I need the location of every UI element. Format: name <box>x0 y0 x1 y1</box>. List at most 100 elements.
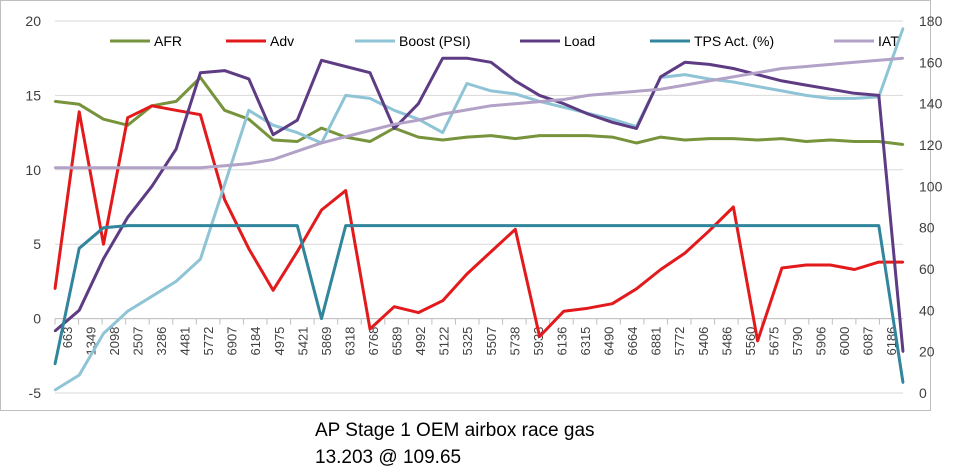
right-axis: 0 20 40 60 80 100 120 140 160 180 <box>919 13 943 401</box>
data-point <box>296 224 299 227</box>
data-point <box>489 89 493 93</box>
x-tick-label: 5675 <box>766 327 781 356</box>
data-point <box>683 61 687 64</box>
data-point <box>465 82 469 85</box>
data-point <box>635 90 638 93</box>
data-point <box>804 83 808 87</box>
x-tick-label: 5869 <box>319 327 334 356</box>
data-point <box>780 137 784 140</box>
data-point <box>804 263 808 267</box>
x-tick-label: 5122 <box>437 327 452 356</box>
data-point <box>53 166 57 169</box>
data-point <box>514 224 517 227</box>
data-point <box>611 224 614 227</box>
data-point <box>78 373 81 377</box>
data-point <box>635 141 638 145</box>
data-point <box>829 88 832 91</box>
data-point <box>174 100 178 103</box>
data-point <box>344 224 347 227</box>
y-tick-label: 20 <box>25 13 41 29</box>
data-point <box>489 134 493 137</box>
data-point <box>708 63 711 66</box>
x-tick-label: 6318 <box>342 327 357 356</box>
data-point <box>320 317 323 320</box>
data-point <box>853 97 856 100</box>
data-point <box>344 135 347 138</box>
y2-tick-label: 180 <box>919 13 943 29</box>
data-point <box>344 65 347 68</box>
data-point <box>611 118 614 121</box>
data-point <box>247 247 250 250</box>
data-point <box>877 140 880 143</box>
x-tick-label: 4481 <box>178 327 193 356</box>
data-point <box>320 208 323 212</box>
data-point <box>296 140 299 143</box>
series-line-adv <box>53 104 903 343</box>
data-point <box>368 71 372 74</box>
data-point <box>514 79 517 83</box>
data-point <box>102 226 105 229</box>
data-point <box>126 216 129 219</box>
left-axis: -5 0 5 10 15 20 <box>25 13 41 401</box>
data-point <box>853 92 856 95</box>
y2-tick-label: 140 <box>919 96 943 112</box>
data-point <box>417 102 420 105</box>
data-point <box>804 140 808 143</box>
data-point <box>780 79 784 83</box>
legend-label: IAT <box>878 33 899 49</box>
data-point <box>877 59 880 62</box>
data-point <box>901 260 905 264</box>
x-tick-label: 663 <box>60 327 75 349</box>
data-point <box>296 250 299 253</box>
data-point <box>538 94 541 97</box>
data-point <box>562 102 565 105</box>
data-point <box>683 73 687 76</box>
x-tick-label: 6589 <box>390 327 405 356</box>
data-point <box>489 224 493 227</box>
data-point <box>368 140 372 143</box>
x-tick-label: 5421 <box>295 327 310 356</box>
data-point <box>853 140 856 143</box>
x-tick-label: 5906 <box>814 327 829 356</box>
data-point <box>53 388 57 392</box>
x-tick-label: 1349 <box>83 327 98 356</box>
data-point <box>562 134 565 137</box>
data-point <box>877 224 880 227</box>
data-point <box>756 138 759 142</box>
data-point <box>368 129 372 132</box>
data-point <box>393 109 396 112</box>
data-point <box>611 135 614 139</box>
data-point <box>562 310 565 313</box>
data-point <box>465 224 469 227</box>
data-point <box>877 260 880 264</box>
data-point <box>853 268 856 271</box>
x-axis: 663 1349 2098 2507 3286 4481 5772 6907 6184 4975 5… <box>54 318 903 356</box>
x-tick-label: 6907 <box>225 327 240 356</box>
data-point <box>223 69 226 72</box>
x-tick-label: 4975 <box>272 327 287 356</box>
data-point <box>393 305 396 308</box>
data-point <box>102 332 105 335</box>
data-point <box>102 166 105 169</box>
data-point <box>441 112 444 116</box>
caption-result: 13.203 @ 109.65 <box>315 447 462 468</box>
x-tick-label: 6136 <box>554 327 569 356</box>
data-point <box>174 109 178 112</box>
data-point <box>393 127 396 130</box>
data-point <box>441 57 444 60</box>
x-tick-label: 2507 <box>130 327 145 356</box>
data-point <box>538 134 541 137</box>
x-tick-label: 5406 <box>696 327 711 356</box>
y2-tick-label: 0 <box>919 385 927 401</box>
data-point <box>489 104 493 107</box>
x-tick-label: 6881 <box>649 327 664 356</box>
data-point <box>271 138 275 142</box>
data-point <box>174 224 178 227</box>
data-point <box>271 133 275 136</box>
data-point <box>756 85 759 88</box>
x-tick-label: 6087 <box>861 327 876 356</box>
data-point <box>586 134 590 137</box>
data-point <box>708 137 711 140</box>
data-point <box>320 141 323 145</box>
data-point <box>683 138 687 142</box>
